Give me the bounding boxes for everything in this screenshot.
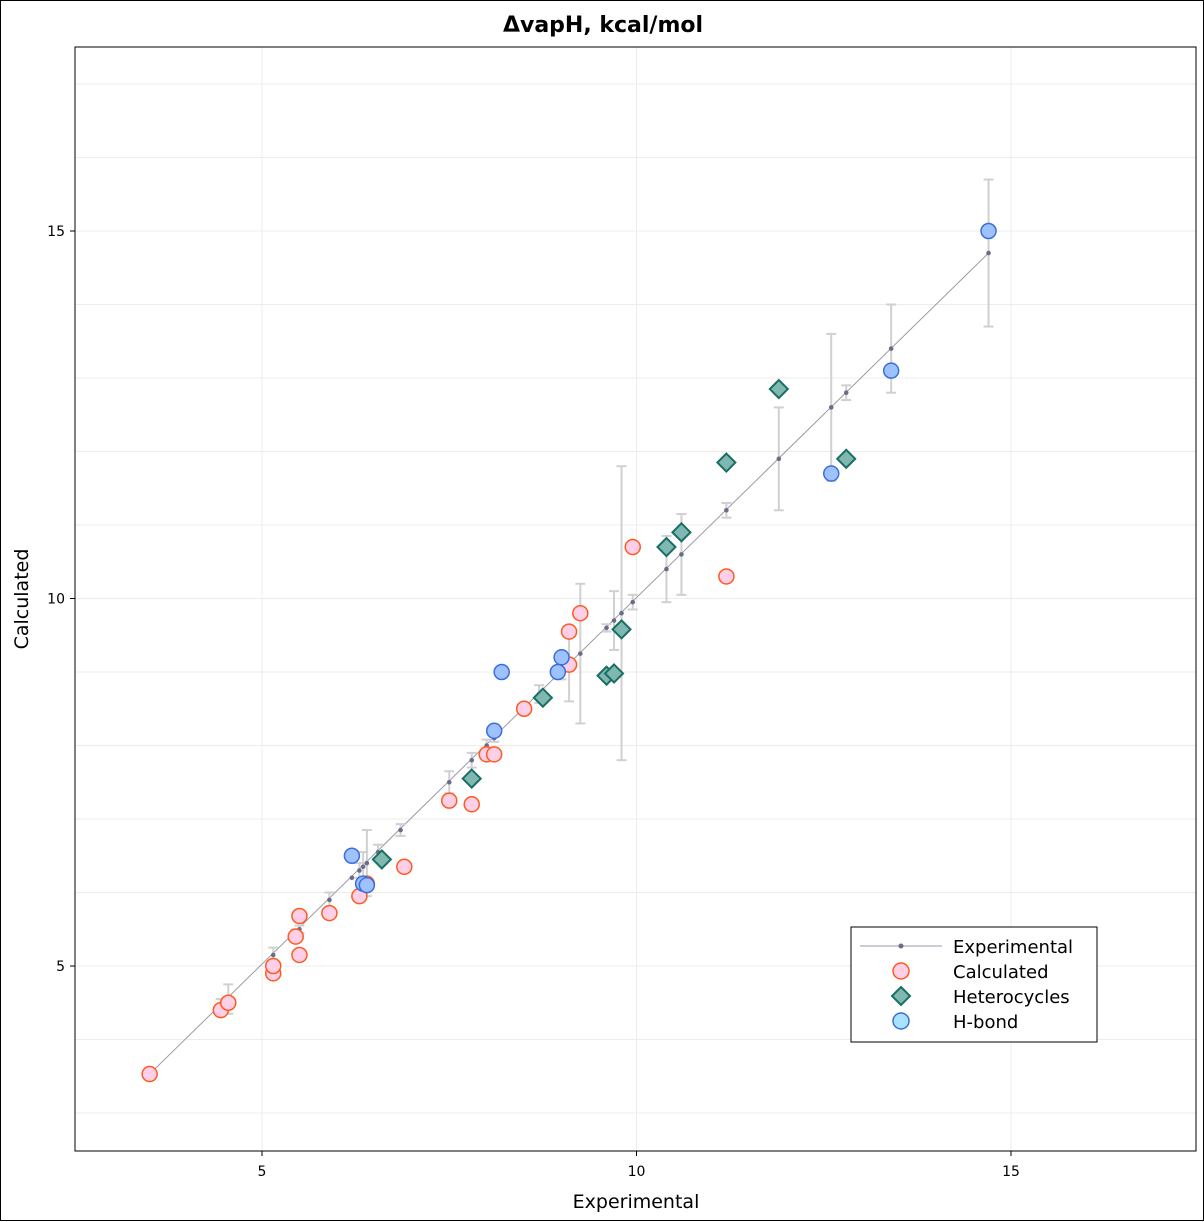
experimental-point	[327, 897, 332, 903]
heterocycles-point	[461, 768, 483, 789]
legend-calculated-marker	[892, 962, 910, 980]
calculated-point	[624, 538, 642, 556]
experimental-point	[360, 864, 366, 870]
experimental-point	[604, 625, 609, 631]
calculated-point	[441, 792, 458, 809]
legend-heterocycles-label: Heterocycles	[953, 987, 1070, 1008]
calculated-point	[321, 904, 338, 922]
calculated-point	[718, 568, 735, 585]
experimental-point	[611, 618, 617, 623]
experimental-point	[619, 610, 624, 616]
experimental-point	[664, 566, 669, 572]
legend-experimental-marker	[898, 943, 904, 949]
heterocycles-point	[671, 521, 692, 543]
experimental-point	[349, 875, 355, 881]
heterocycles-point	[611, 618, 632, 640]
calculated-point	[515, 700, 533, 717]
heterocycles-point	[656, 536, 677, 558]
calculated-point	[560, 623, 578, 640]
calculated-point	[396, 858, 413, 876]
calculated-point	[287, 928, 304, 945]
heterocycles-point	[532, 687, 554, 709]
legend-hbond-label: H-bond	[953, 1012, 1018, 1033]
y-tick-label: 5	[56, 959, 65, 975]
calculated-point	[291, 907, 308, 925]
experimental-point	[469, 757, 475, 763]
calculated-point	[463, 796, 480, 813]
hbond-point	[549, 663, 567, 681]
heterocycles-point	[371, 849, 393, 870]
heterocycles-point	[603, 663, 625, 684]
experimental-point	[679, 552, 684, 557]
chart-title: ΔvapH, kcal/mol	[503, 13, 703, 38]
experimental-point	[398, 827, 403, 833]
calculated-point	[141, 1065, 158, 1083]
heterocycles-point	[715, 452, 737, 473]
experimental-point	[724, 508, 729, 513]
heterocycles-point	[835, 448, 857, 470]
x-tick-label: 10	[628, 1164, 646, 1180]
heterocycles-point	[768, 378, 790, 400]
grid-layer	[75, 47, 1196, 1151]
hbond-point	[358, 876, 376, 894]
hbond-point	[493, 663, 510, 681]
experimental-point	[776, 456, 782, 462]
calculated-point	[220, 994, 237, 1011]
legend-heterocycles-marker	[890, 985, 912, 1007]
x-tick-label: 15	[1002, 1164, 1020, 1180]
hbond-point	[822, 465, 840, 482]
experimental-point	[578, 651, 583, 656]
axis-ticks: 5 10 15 5 10 15	[47, 224, 1020, 1180]
experimental-point	[364, 860, 370, 866]
calculated-point	[485, 746, 503, 763]
experimental-point	[986, 250, 991, 256]
experimental-point	[446, 779, 452, 785]
legend-experimental-label: Experimental	[953, 937, 1073, 958]
hbond-point	[553, 649, 570, 666]
hbond-point	[980, 222, 997, 240]
experimental-point	[828, 405, 834, 410]
hbond-point	[343, 847, 361, 864]
legend-calculated-label: Calculated	[953, 962, 1049, 983]
heterocycles-point-layer	[371, 378, 857, 870]
calculated-point	[291, 946, 308, 964]
experimental-point	[270, 952, 276, 958]
hbond-point-layer	[343, 222, 997, 894]
hbond-point	[882, 362, 900, 379]
experimental-point	[357, 868, 362, 873]
legend: Experimental Calculated Heterocycles H-b…	[850, 926, 1098, 1043]
experimental-point	[888, 346, 894, 351]
x-axis-label: Experimental	[573, 1191, 700, 1213]
calculated-point	[264, 957, 282, 975]
y-tick-label: 10	[47, 592, 65, 608]
calculated-point	[572, 604, 589, 622]
experimental-point	[630, 599, 636, 605]
y-tick-label: 15	[47, 224, 65, 240]
hbond-point	[485, 722, 503, 740]
calculated-point-layer	[141, 538, 735, 1083]
y-axis-label: Calculated	[11, 549, 33, 650]
legend-hbond-marker	[892, 1012, 910, 1030]
experimental-point	[843, 390, 849, 396]
x-tick-label: 5	[258, 1164, 267, 1180]
